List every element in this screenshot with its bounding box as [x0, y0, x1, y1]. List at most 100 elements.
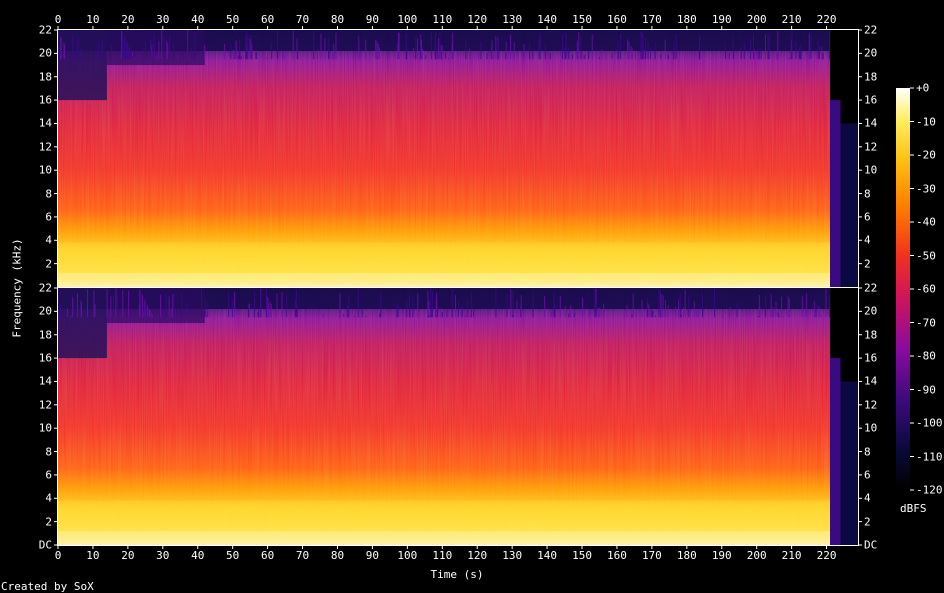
x-tick-label-bottom: 170: [641, 549, 662, 562]
x-tick-label-bottom: 10: [86, 549, 100, 562]
x-tick-label-bottom: 130: [502, 549, 523, 562]
x-tick-label-top: 60: [260, 13, 275, 26]
credit-text: Created by SoX: [1, 580, 94, 593]
y-tick-label-right: 22: [864, 281, 878, 295]
y-tick-label-left: 6: [45, 468, 52, 482]
colorbar-tick-label: -120: [916, 483, 943, 497]
y-tick-label-right: 6: [864, 210, 871, 224]
x-tick-label-top: 150: [572, 13, 592, 26]
x-tick-label-bottom: 80: [330, 549, 345, 562]
colorbar-tick-label: -30: [916, 182, 936, 195]
y-tick-label-left: 2: [45, 257, 52, 271]
x-tick-label-bottom: 60: [260, 549, 275, 562]
y-tick-label-left: 20: [38, 304, 52, 318]
x-tick-label-top: 80: [330, 13, 345, 26]
y-tick-label-right: 4: [864, 233, 871, 247]
x-tick-label-top: 200: [746, 13, 767, 26]
y-tick-label-left: 12: [38, 398, 52, 412]
y-tick-label-left: 6: [45, 210, 52, 224]
x-tick-label-top: 160: [607, 13, 627, 26]
x-tick-label-bottom: 70: [295, 549, 310, 562]
y-tick-label-left: 18: [38, 70, 52, 84]
colorbar-tick-label: -80: [916, 349, 936, 363]
y-tick-label-right: 2: [864, 257, 871, 271]
colorbar-unit: dBFS: [900, 502, 927, 515]
x-tick-label-top: 210: [781, 13, 802, 26]
x-tick-label-top: 20: [121, 13, 135, 26]
top-channel-spectrogram: [58, 30, 858, 287]
colorbar-tick-label: -20: [916, 148, 936, 162]
y-tick-label-right: 12: [864, 398, 878, 412]
x-tick-label-top: 140: [537, 13, 558, 26]
y-tick-label-left: 4: [45, 233, 52, 247]
y-tick-label-left: 16: [38, 93, 52, 107]
x-tick-label-top: 130: [502, 13, 523, 26]
y-tick-label-left: 22: [38, 281, 52, 295]
x-tick-label-top: 110: [432, 13, 453, 26]
x-tick-label-bottom: 30: [156, 549, 170, 562]
x-tick-label-bottom: 200: [746, 549, 767, 562]
y-tick-label-right: DC: [864, 538, 878, 552]
x-tick-label-top: 120: [467, 13, 488, 26]
x-tick-label-bottom: 180: [676, 549, 697, 562]
colorbar-tick-label: -40: [916, 215, 936, 229]
y-tick-label-right: 8: [864, 445, 871, 459]
y-tick-label-left: 12: [38, 140, 52, 154]
y-tick-label-right: 10: [864, 421, 878, 435]
bottom-channel-spectrogram: [58, 288, 858, 545]
colorbar-tick-label: -60: [916, 282, 936, 296]
colorbar-tick-label: -70: [916, 316, 936, 329]
x-tick-label-bottom: 110: [432, 549, 453, 562]
x-tick-label-top: 0: [54, 13, 62, 26]
y-tick-label-left: 22: [38, 23, 52, 37]
y-tick-label-right: 10: [864, 163, 878, 177]
x-tick-label-bottom: 120: [467, 549, 488, 562]
x-tick-label-top: 170: [641, 13, 662, 26]
y-tick-label-right: 12: [864, 140, 878, 154]
y-tick-label-right: 22: [864, 23, 878, 37]
x-tick-label-bottom: 210: [781, 549, 802, 562]
axes: [54, 26, 914, 549]
x-tick-label-top: 70: [295, 13, 310, 26]
x-tick-label-bottom: 40: [191, 549, 205, 562]
x-tick-label-bottom: 160: [607, 549, 627, 562]
x-tick-label-top: 90: [365, 13, 380, 26]
y-tick-label-left: DC: [38, 538, 52, 552]
y-tick-label-right: 8: [864, 187, 871, 201]
x-tick-label-top: 180: [676, 13, 697, 26]
y-tick-label-right: 20: [864, 46, 878, 60]
x-tick-label-top: 30: [156, 13, 170, 26]
colorbar-tick-label: -110: [916, 450, 943, 463]
y-tick-label-left: 8: [45, 187, 52, 201]
x-tick-label-top: 50: [226, 13, 240, 26]
y-tick-label-right: 6: [864, 468, 871, 482]
y-tick-label-left: 14: [38, 374, 52, 388]
x-tick-label-top: 10: [86, 13, 100, 26]
y-axis-label: Frequency (kHz): [10, 238, 24, 338]
y-tick-label-right: 16: [864, 351, 878, 365]
y-tick-label-right: 14: [864, 116, 878, 130]
plot-panels: [58, 30, 858, 545]
x-tick-label-top: 190: [711, 13, 732, 26]
y-tick-label-left: 4: [45, 491, 52, 505]
y-tick-label-left: 10: [38, 163, 52, 177]
x-tick-label-bottom: 90: [365, 549, 380, 562]
colorbar-tick-label: -90: [916, 383, 936, 396]
y-tick-label-right: 18: [864, 70, 878, 84]
x-axis-label: Time (s): [430, 568, 484, 581]
y-tick-label-left: 20: [38, 46, 52, 60]
x-tick-label-bottom: 100: [397, 549, 418, 562]
colorbar-tick-label: +0: [916, 81, 930, 95]
y-tick-label-right: 2: [864, 515, 871, 529]
x-tick-label-top: 220: [816, 13, 837, 26]
y-tick-label-right: 4: [864, 491, 871, 505]
y-tick-label-left: 10: [38, 421, 52, 435]
x-tick-label-bottom: 20: [121, 549, 135, 562]
x-tick-label-bottom: 50: [226, 549, 240, 562]
y-tick-label-left: 16: [38, 351, 52, 365]
y-tick-label-right: 16: [864, 93, 878, 107]
y-tick-label-right: 20: [864, 304, 878, 318]
x-tick-label-bottom: 150: [572, 549, 592, 562]
